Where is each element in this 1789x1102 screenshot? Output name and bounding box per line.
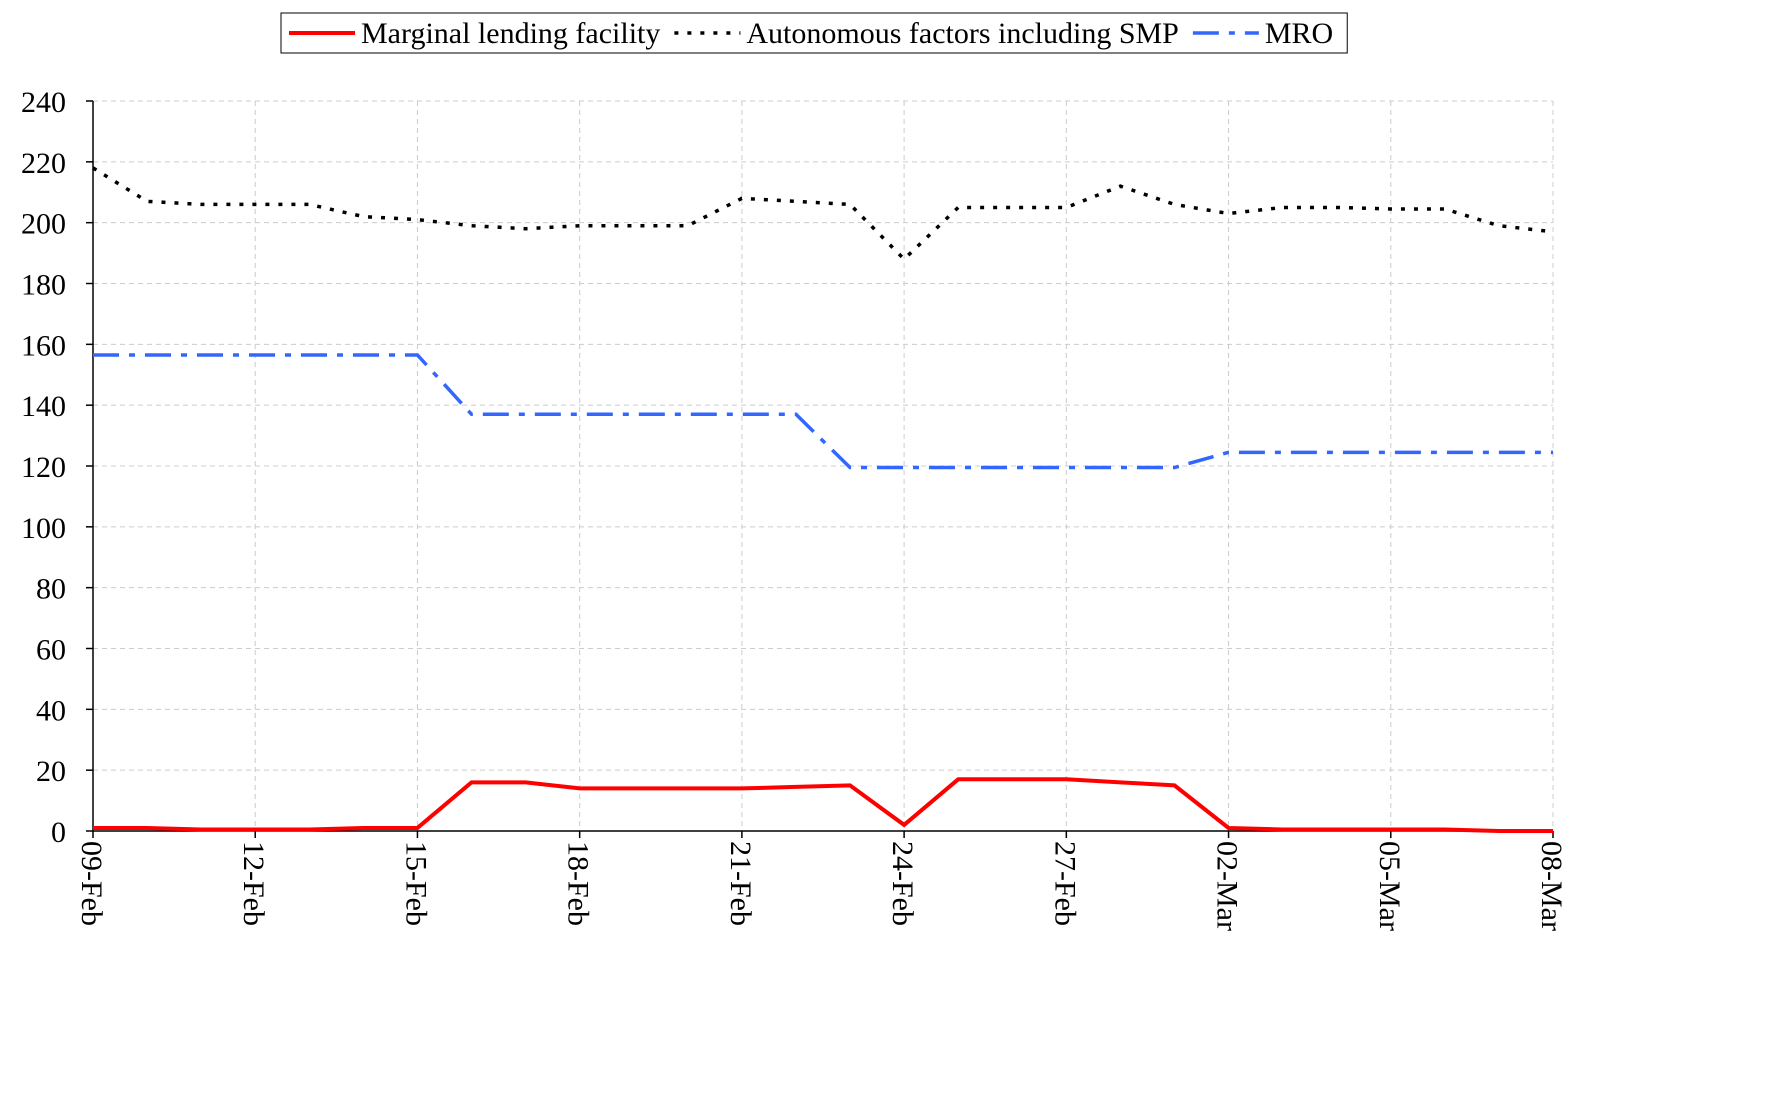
x-tick-label: 21-Feb <box>724 841 757 926</box>
y-tick-label: 0 <box>51 816 66 849</box>
y-tick-label: 240 <box>21 86 66 119</box>
y-tick-label: 120 <box>21 451 66 484</box>
x-tick-label: 02-Mar <box>1211 841 1244 931</box>
x-tick-label: 09-Feb <box>75 841 108 926</box>
y-tick-label: 100 <box>21 512 66 545</box>
x-tick-label: 05-Mar <box>1373 841 1406 931</box>
legend-label: Marginal lending facility <box>361 17 660 50</box>
y-tick-label: 60 <box>36 634 66 667</box>
series-line <box>93 353 1553 470</box>
series-line <box>92 166 1554 262</box>
y-tick-label: 180 <box>21 269 66 302</box>
legend-box <box>280 12 1348 54</box>
legend: Marginal lending facility Autonomous fact… <box>280 12 1348 54</box>
y-tick-label: 220 <box>21 147 66 180</box>
x-tick-label: 15-Feb <box>399 841 432 926</box>
legend-label: Autonomous factors including SMP <box>746 17 1179 50</box>
legend-label: MRO <box>1265 17 1333 50</box>
x-tick-label: 27-Feb <box>1048 841 1081 926</box>
y-tick-label: 20 <box>36 755 66 788</box>
x-tick-label: 08-Mar <box>1535 841 1568 931</box>
y-tick-label: 40 <box>36 694 66 727</box>
x-tick-label: 18-Feb <box>562 841 595 926</box>
y-tick-label: 80 <box>36 573 66 606</box>
y-tick-label: 200 <box>21 208 66 241</box>
series-line <box>93 777 1553 833</box>
y-tick-label: 160 <box>21 329 66 362</box>
y-tick-label: 140 <box>21 390 66 423</box>
x-tick-label: 24-Feb <box>886 841 919 926</box>
x-tick-label: 12-Feb <box>237 841 270 926</box>
